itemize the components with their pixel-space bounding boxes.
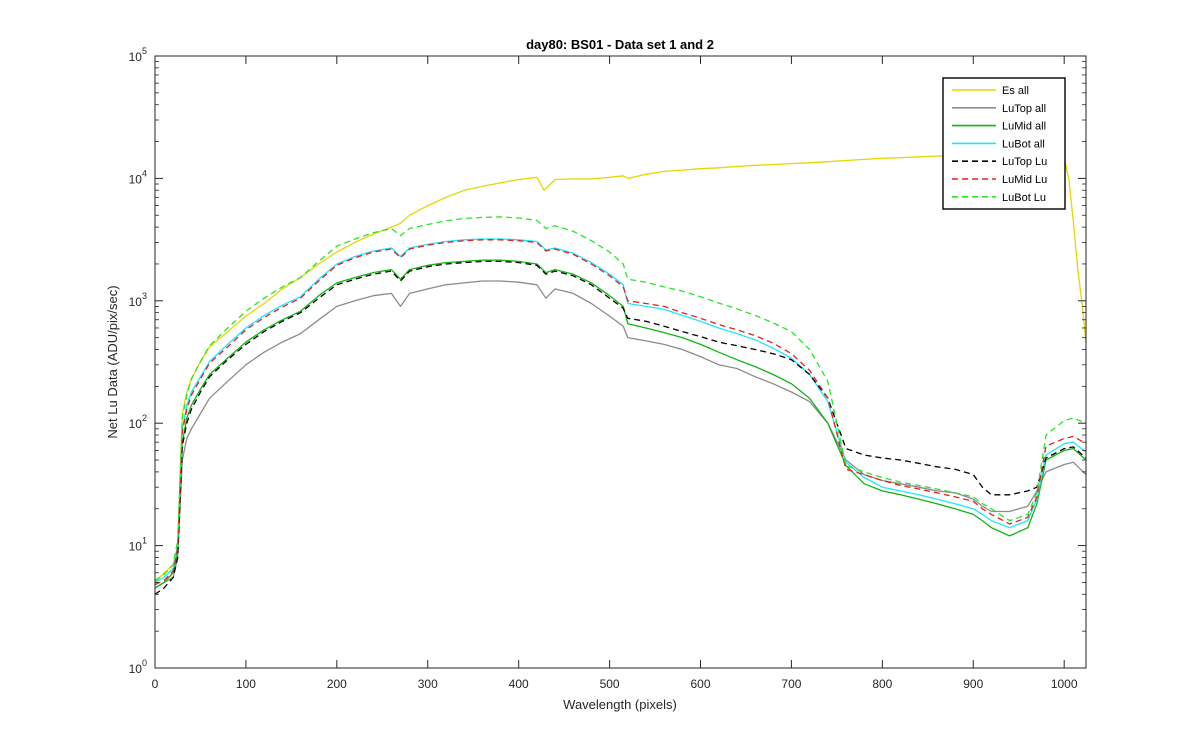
legend-label-1: LuTop all xyxy=(1002,103,1046,115)
y-axis-label: Net Lu Data (ADU/pix/sec) xyxy=(105,285,120,438)
series-line-3 xyxy=(155,238,1086,583)
legend-label-6: LuBot Lu xyxy=(1002,192,1046,204)
x-tick-label-5: 500 xyxy=(600,677,620,691)
legend-label-4: LuTop Lu xyxy=(1002,156,1047,168)
plot-frame xyxy=(154,55,1087,669)
x-tick-label-8: 800 xyxy=(872,677,892,691)
legend: Es all LuTop all LuMid all LuBot all LuTop L… xyxy=(942,77,1066,210)
x-axis-label: Wavelength (pixels) xyxy=(563,697,677,712)
legend-entries: Es all LuTop all LuMid all LuBot all LuTop L… xyxy=(952,85,1047,204)
legend-label-0: Es all xyxy=(1002,85,1029,97)
chart-title: day80: BS01 - Data set 1 and 2 xyxy=(526,37,714,52)
y-tick-label-2: 102 xyxy=(129,413,147,431)
y-tick-label-0: 100 xyxy=(129,658,147,676)
y-tick-label-4: 104 xyxy=(129,168,147,186)
legend-box xyxy=(942,77,1066,210)
legend-label-3: LuBot all xyxy=(1002,138,1045,150)
x-tick-label-0: 0 xyxy=(152,677,159,691)
x-tick-label-7: 700 xyxy=(781,677,801,691)
series-line-4 xyxy=(155,260,1086,595)
x-tick-label-1: 100 xyxy=(236,677,256,691)
x-tick-label-6: 600 xyxy=(690,677,710,691)
y-tick-label-5: 105 xyxy=(129,46,147,64)
series-layer xyxy=(155,154,1086,595)
x-tick-label-10: 1000 xyxy=(1051,677,1078,691)
x-tick-label-3: 300 xyxy=(418,677,438,691)
series-line-5 xyxy=(155,239,1086,586)
x-tick-label-2: 200 xyxy=(327,677,347,691)
y-tick-label-1: 101 xyxy=(129,536,147,554)
y-tick-label-3: 103 xyxy=(129,291,147,309)
legend-label-2: LuMid all xyxy=(1002,121,1046,133)
series-line-6 xyxy=(155,216,1086,581)
legend-label-5: LuMid Lu xyxy=(1002,174,1047,186)
x-tick-label-4: 400 xyxy=(509,677,529,691)
x-tick-label-9: 900 xyxy=(963,677,983,691)
series-line-2 xyxy=(155,259,1086,589)
ticks-layer: 0 100 200 300 400 500 600 700 800 900 1000 100 101 10… xyxy=(129,46,1086,691)
plot-area xyxy=(155,56,1086,668)
